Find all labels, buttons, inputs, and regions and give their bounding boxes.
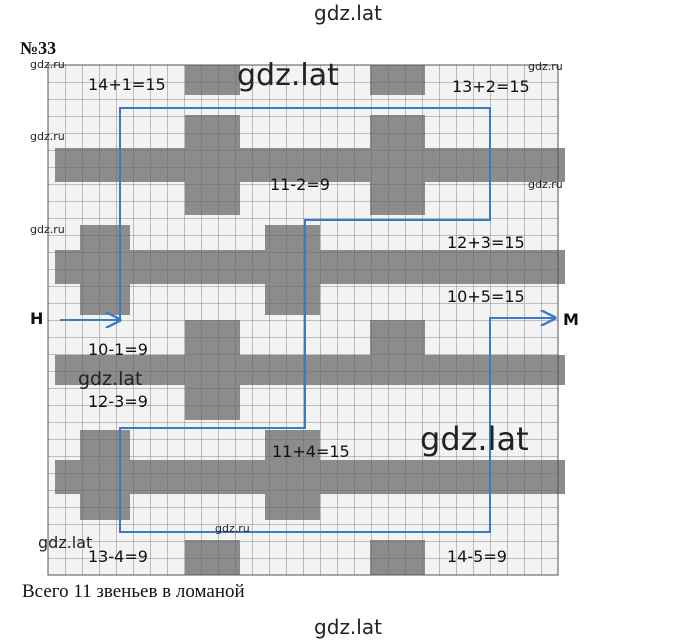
- path-label: 14+1=15: [88, 75, 166, 94]
- point-label: Н: [30, 309, 43, 328]
- watermark: gdz.lat: [78, 368, 143, 390]
- path-label: 12+3=15: [447, 233, 525, 252]
- watermark: gdz.ru: [30, 223, 65, 236]
- watermark: gdz.ru: [215, 522, 250, 535]
- path-label: 13-4=9: [88, 547, 148, 566]
- path-label: 13+2=15: [452, 77, 530, 96]
- footer-watermark: gdz.lat: [314, 615, 382, 639]
- watermark: gdz.lat: [420, 420, 529, 458]
- path-label: 10-1=9: [88, 340, 148, 359]
- point-label: М: [563, 310, 579, 329]
- problem-number: №33: [20, 38, 56, 58]
- path-label: 14-5=9: [447, 547, 507, 566]
- watermark: gdz.lat: [237, 58, 339, 93]
- path-label: 12-3=9: [88, 392, 148, 411]
- watermark: gdz.ru: [30, 58, 65, 71]
- watermark: gdz.ru: [528, 178, 563, 191]
- header-watermark: gdz.lat: [314, 1, 382, 25]
- watermark: gdz.ru: [30, 130, 65, 143]
- path-label: 10+5=15: [447, 287, 525, 306]
- path-label: 11+4=15: [272, 442, 350, 461]
- caption: Всего 11 звеньев в ломаной: [22, 581, 245, 602]
- path-label: 11-2=9: [270, 175, 330, 194]
- path-line: [119, 107, 555, 533]
- watermark: gdz.ru: [528, 60, 563, 73]
- grid-picture: [47, 64, 565, 576]
- watermark: gdz.lat: [38, 533, 92, 552]
